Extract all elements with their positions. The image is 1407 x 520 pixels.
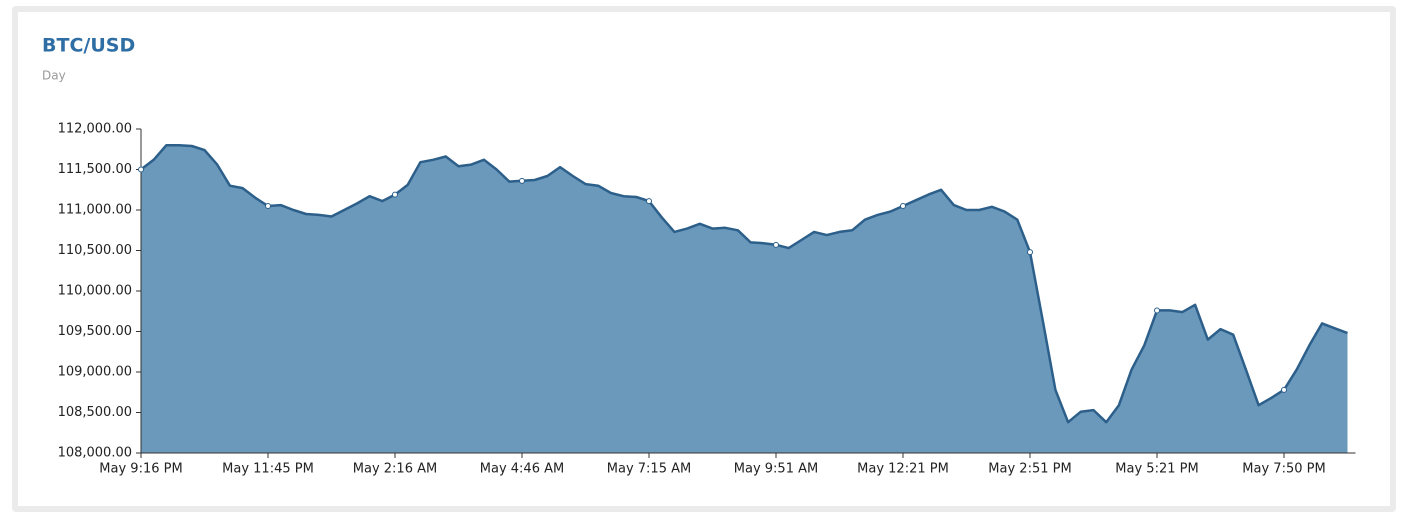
area [141,145,1348,453]
x-tick-label: May 4:46 AM [480,462,564,477]
x-tick-label: May 7:50 PM [1242,462,1325,477]
y-tick-label: 109,500.00 [58,324,132,339]
x-tick-label: May 9:16 PM [99,462,182,477]
marker [900,202,906,209]
chart-subtitle: Day [42,69,66,83]
marker [1154,307,1160,314]
x-tick-label: May 12:21 PM [857,462,949,477]
y-tick-label: 111,000.00 [58,203,132,218]
marker [1027,249,1033,256]
x-tick-label: May 9:51 AM [734,462,818,477]
x-tick-label: May 5:21 PM [1115,462,1198,477]
marker [773,241,779,248]
x-tick-label: May 2:16 AM [353,462,437,477]
y-tick-label: 110,000.00 [58,284,132,299]
marker [519,177,525,184]
x-tick-label: May 2:51 PM [988,462,1071,477]
y-tick-label: 108,000.00 [58,446,132,461]
x-tick-label: May 11:45 PM [222,462,314,477]
marker [392,191,398,198]
y-tick-label: 110,500.00 [58,243,132,258]
x-tick-label: May 7:15 AM [607,462,691,477]
chart-title: BTC/USD [42,35,135,57]
marker [646,198,652,205]
marker [1281,386,1287,393]
marker [265,202,271,209]
y-tick-label: 109,000.00 [58,365,132,380]
marker [138,166,144,173]
y-tick-label: 108,500.00 [58,405,132,420]
y-tick-label: 112,000.00 [58,122,132,137]
y-tick-label: 111,500.00 [58,162,132,177]
line [140,143,1348,424]
